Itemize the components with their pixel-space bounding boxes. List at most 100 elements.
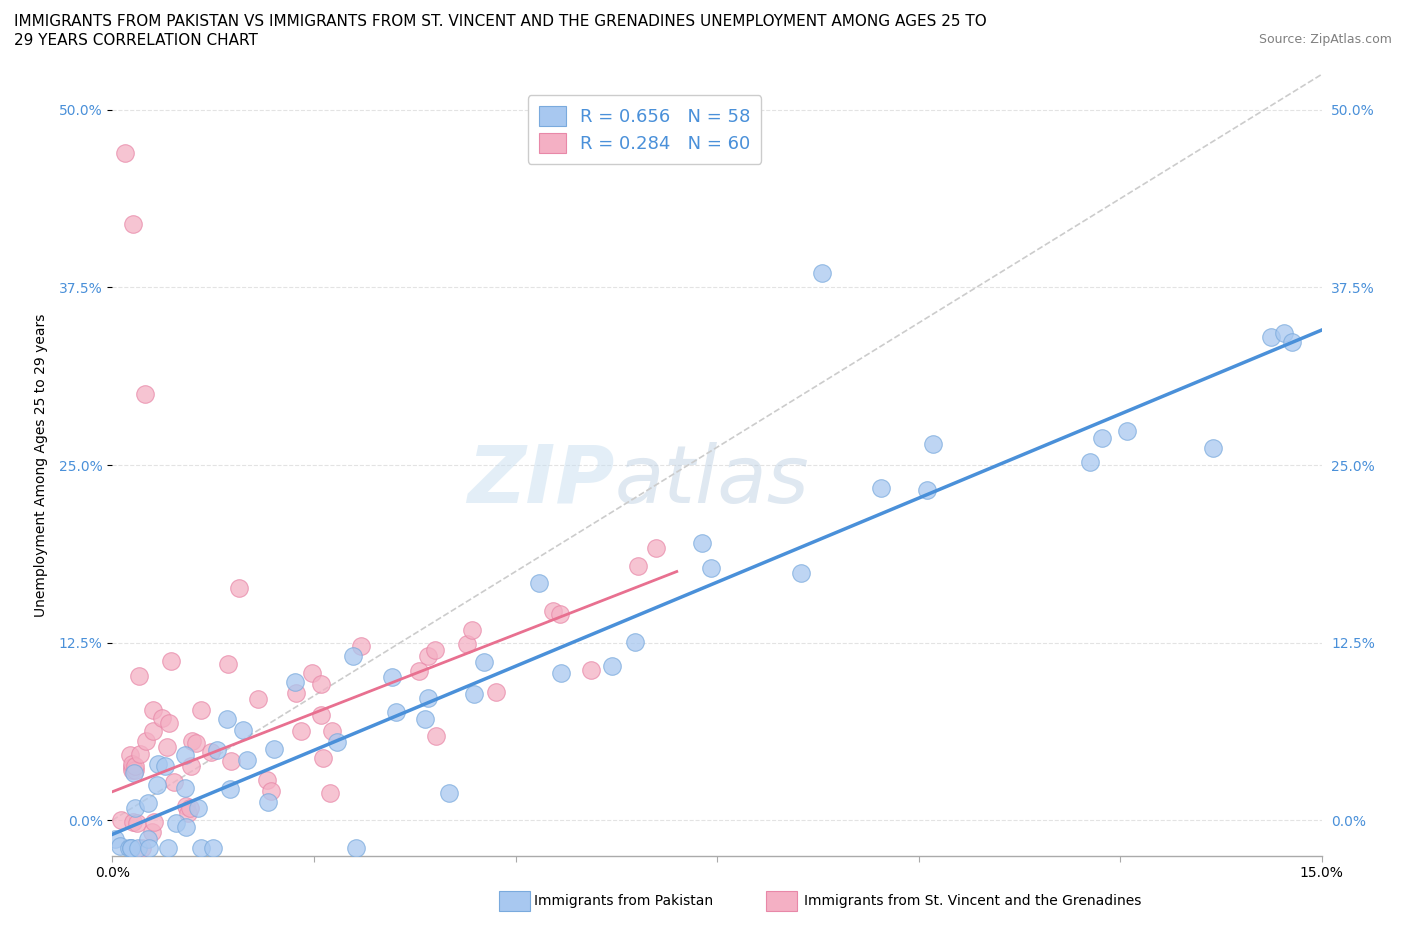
Point — [124, 763, 146, 777]
Point — [217, 711, 239, 726]
Point — [550, 666, 572, 681]
Point — [645, 540, 668, 555]
Point — [235, 753, 257, 768]
Point — [301, 666, 323, 681]
Point — [127, 841, 149, 856]
Point — [200, 745, 222, 760]
Point — [124, 801, 146, 816]
Point — [285, 685, 308, 700]
Point — [142, 724, 165, 738]
Point — [121, 757, 143, 772]
Point — [190, 702, 212, 717]
Point — [309, 707, 332, 722]
Point — [176, 820, 198, 835]
Point — [381, 670, 404, 684]
Point — [146, 757, 169, 772]
Point — [425, 729, 447, 744]
Point — [263, 742, 285, 757]
Point — [1116, 423, 1139, 438]
Point — [153, 759, 176, 774]
Point — [581, 662, 603, 677]
Point — [917, 483, 939, 498]
Point — [413, 711, 436, 726]
Point — [136, 796, 159, 811]
Point — [134, 387, 156, 402]
Text: Immigrants from St. Vincent and the Grenadines: Immigrants from St. Vincent and the Gren… — [804, 894, 1142, 909]
Point — [121, 216, 143, 231]
Point — [202, 841, 225, 856]
Point — [108, 839, 131, 854]
Text: 29 YEARS CORRELATION CHART: 29 YEARS CORRELATION CHART — [14, 33, 257, 47]
Point — [423, 643, 446, 658]
Text: Immigrants from Pakistan: Immigrants from Pakistan — [534, 894, 713, 909]
Point — [1260, 329, 1282, 344]
Point — [114, 145, 136, 160]
Point — [627, 559, 650, 574]
Point — [181, 734, 204, 749]
Point — [541, 604, 564, 618]
Point — [246, 692, 269, 707]
Point — [418, 649, 440, 664]
Point — [146, 778, 169, 793]
Point — [326, 735, 349, 750]
Text: IMMIGRANTS FROM PAKISTAN VS IMMIGRANTS FROM ST. VINCENT AND THE GRENADINES UNEMP: IMMIGRANTS FROM PAKISTAN VS IMMIGRANTS F… — [14, 14, 987, 29]
Point — [142, 702, 165, 717]
Point — [350, 639, 373, 654]
Point — [128, 668, 150, 683]
Point — [143, 815, 166, 830]
Text: ZIP: ZIP — [467, 442, 614, 520]
Point — [177, 805, 200, 820]
Point — [290, 724, 312, 738]
Point — [156, 841, 179, 856]
Point — [173, 780, 195, 795]
Point — [699, 561, 721, 576]
Point — [548, 606, 571, 621]
Point — [135, 734, 157, 749]
Point — [165, 816, 187, 830]
Point — [321, 724, 343, 738]
Point — [104, 831, 127, 846]
Point — [318, 786, 340, 801]
Point — [163, 775, 186, 790]
Point — [150, 711, 173, 725]
Point — [485, 684, 508, 699]
Point — [408, 663, 430, 678]
Point — [131, 841, 153, 856]
Point — [120, 841, 142, 856]
Point — [125, 816, 148, 830]
Point — [623, 634, 645, 649]
Point — [344, 841, 367, 856]
Point — [120, 841, 142, 856]
Point — [1202, 441, 1225, 456]
Point — [312, 751, 335, 765]
Point — [260, 783, 283, 798]
Point — [174, 748, 197, 763]
Point — [190, 841, 212, 856]
Point — [118, 841, 141, 856]
Point — [1272, 326, 1295, 340]
Point — [180, 758, 202, 773]
Point — [160, 654, 183, 669]
Point — [790, 565, 813, 580]
Point — [110, 813, 132, 828]
Point — [174, 799, 197, 814]
Point — [921, 437, 943, 452]
Point — [690, 536, 713, 551]
Point — [811, 266, 834, 281]
Point — [342, 649, 364, 664]
Point — [1091, 431, 1114, 445]
Y-axis label: Unemployment Among Ages 25 to 29 years: Unemployment Among Ages 25 to 29 years — [34, 313, 48, 617]
Point — [124, 759, 146, 774]
Point — [136, 831, 159, 846]
Point — [228, 580, 250, 595]
Point — [472, 654, 495, 669]
Point — [205, 743, 228, 758]
Point — [232, 723, 254, 737]
Point — [284, 674, 307, 689]
Point — [217, 657, 239, 671]
Point — [156, 739, 179, 754]
Point — [138, 841, 160, 856]
Point — [219, 753, 242, 768]
Point — [463, 687, 485, 702]
Point — [187, 801, 209, 816]
